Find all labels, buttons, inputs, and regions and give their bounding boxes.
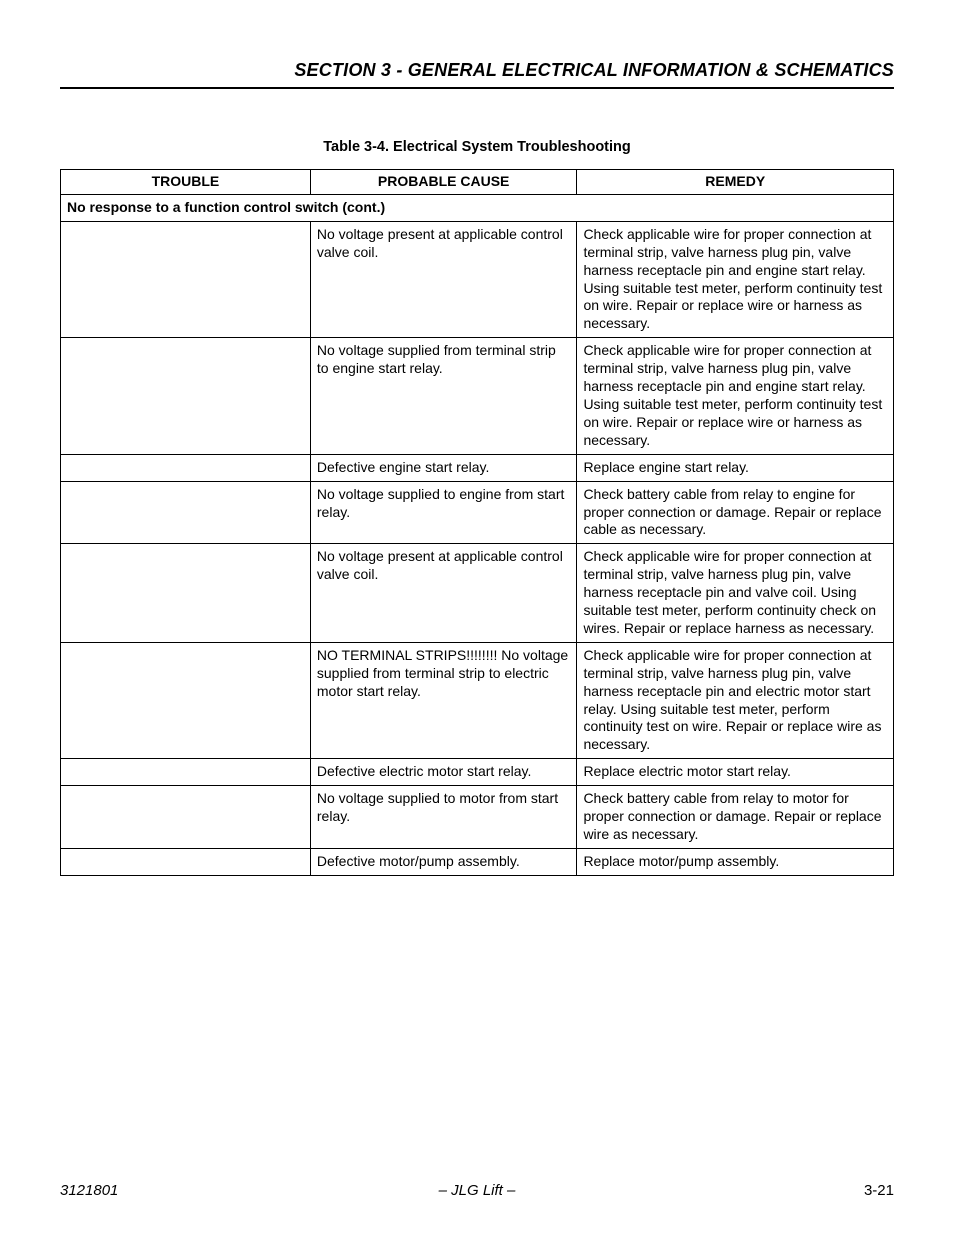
table-row: No voltage supplied from terminal strip … xyxy=(61,338,894,454)
group-row-label: No response to a function control switch… xyxy=(61,194,894,221)
cell-cause: NO TERMINAL STRIPS!!!!!!!! No voltage su… xyxy=(310,642,577,758)
cell-trouble xyxy=(61,338,311,454)
table-row: No voltage supplied to engine from start… xyxy=(61,481,894,544)
col-header-remedy: REMEDY xyxy=(577,170,894,195)
table-row: No voltage supplied to motor from start … xyxy=(61,786,894,849)
cell-trouble xyxy=(61,759,311,786)
footer-brand: – JLG Lift – xyxy=(338,1182,616,1199)
table-caption: Table 3-4. Electrical System Troubleshoo… xyxy=(60,139,894,155)
cell-remedy: Check applicable wire for proper connect… xyxy=(577,338,894,454)
cell-remedy: Replace engine start relay. xyxy=(577,454,894,481)
page-header: SECTION 3 - GENERAL ELECTRICAL INFORMATI… xyxy=(60,60,894,89)
table-header-row: TROUBLE PROBABLE CAUSE REMEDY xyxy=(61,170,894,195)
table-row: No voltage present at applicable control… xyxy=(61,544,894,643)
cell-cause: No voltage supplied to motor from start … xyxy=(310,786,577,849)
footer-page-number: 3-21 xyxy=(616,1182,894,1199)
cell-cause: No voltage supplied to engine from start… xyxy=(310,481,577,544)
cell-cause: No voltage supplied from terminal strip … xyxy=(310,338,577,454)
table-row: NO TERMINAL STRIPS!!!!!!!! No voltage su… xyxy=(61,642,894,758)
cell-remedy: Check applicable wire for proper connect… xyxy=(577,642,894,758)
table-row: No voltage present at applicable control… xyxy=(61,221,894,337)
table-group-row: No response to a function control switch… xyxy=(61,194,894,221)
cell-trouble xyxy=(61,642,311,758)
cell-remedy: Check battery cable from relay to engine… xyxy=(577,481,894,544)
cell-trouble xyxy=(61,481,311,544)
cell-remedy: Replace electric motor start relay. xyxy=(577,759,894,786)
col-header-trouble: TROUBLE xyxy=(61,170,311,195)
col-header-cause: PROBABLE CAUSE xyxy=(310,170,577,195)
table-row: Defective engine start relay. Replace en… xyxy=(61,454,894,481)
cell-remedy: Check applicable wire for proper connect… xyxy=(577,221,894,337)
cell-remedy: Check applicable wire for proper connect… xyxy=(577,544,894,643)
cell-trouble xyxy=(61,786,311,849)
cell-cause: No voltage present at applicable control… xyxy=(310,221,577,337)
troubleshooting-table: TROUBLE PROBABLE CAUSE REMEDY No respons… xyxy=(60,169,894,876)
cell-cause: No voltage present at applicable control… xyxy=(310,544,577,643)
cell-trouble xyxy=(61,454,311,481)
footer-doc-number: 3121801 xyxy=(60,1182,338,1199)
table-row: Defective motor/pump assembly. Replace m… xyxy=(61,848,894,875)
cell-cause: Defective motor/pump assembly. xyxy=(310,848,577,875)
cell-trouble xyxy=(61,848,311,875)
cell-trouble xyxy=(61,544,311,643)
cell-remedy: Check battery cable from relay to motor … xyxy=(577,786,894,849)
cell-cause: Defective electric motor start relay. xyxy=(310,759,577,786)
cell-remedy: Replace motor/pump assembly. xyxy=(577,848,894,875)
table-row: Defective electric motor start relay. Re… xyxy=(61,759,894,786)
page-footer: 3121801 – JLG Lift – 3-21 xyxy=(60,1182,894,1199)
cell-cause: Defective engine start relay. xyxy=(310,454,577,481)
page: SECTION 3 - GENERAL ELECTRICAL INFORMATI… xyxy=(0,0,954,1235)
cell-trouble xyxy=(61,221,311,337)
section-title: SECTION 3 - GENERAL ELECTRICAL INFORMATI… xyxy=(60,60,894,81)
